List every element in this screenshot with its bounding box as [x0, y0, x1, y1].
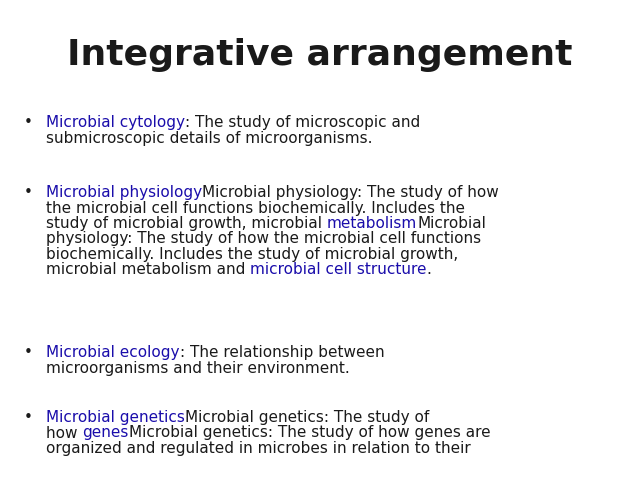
Text: microbial cell structure: microbial cell structure	[250, 263, 427, 277]
Text: •: •	[24, 345, 33, 360]
Text: microorganisms and their environment.: microorganisms and their environment.	[46, 360, 349, 375]
Text: the microbial cell functions biochemically. Includes the: the microbial cell functions biochemical…	[46, 201, 465, 216]
Text: metabolism: metabolism	[327, 216, 417, 231]
Text: biochemically. Includes the study of microbial growth,: biochemically. Includes the study of mic…	[46, 247, 458, 262]
Text: : The relationship between: : The relationship between	[179, 345, 384, 360]
Text: Microbial: Microbial	[417, 216, 486, 231]
Text: Microbial genetics: The study of how genes are: Microbial genetics: The study of how gen…	[129, 425, 490, 441]
Text: •: •	[24, 115, 33, 130]
Text: Microbial physiology: The study of how: Microbial physiology: The study of how	[202, 185, 499, 200]
Text: Integrative arrangement: Integrative arrangement	[67, 38, 573, 72]
Text: genes: genes	[83, 425, 129, 441]
Text: study of microbial growth, microbial: study of microbial growth, microbial	[46, 216, 327, 231]
Text: •: •	[24, 410, 33, 425]
Text: Microbial ecology: Microbial ecology	[46, 345, 179, 360]
Text: Microbial cytology: Microbial cytology	[46, 115, 185, 130]
Text: Microbial physiology: Microbial physiology	[46, 185, 202, 200]
Text: .: .	[427, 263, 431, 277]
Text: organized and regulated in microbes in relation to their: organized and regulated in microbes in r…	[46, 441, 471, 456]
Text: Microbial genetics: The study of: Microbial genetics: The study of	[185, 410, 429, 425]
Text: microbial metabolism and: microbial metabolism and	[46, 263, 250, 277]
Text: physiology: The study of how the microbial cell functions: physiology: The study of how the microbi…	[46, 231, 481, 247]
Text: Microbial genetics: Microbial genetics	[46, 410, 185, 425]
Text: : The study of microscopic and: : The study of microscopic and	[185, 115, 420, 130]
Text: submicroscopic details of microorganisms.: submicroscopic details of microorganisms…	[46, 131, 372, 145]
Text: •: •	[24, 185, 33, 200]
Text: how: how	[46, 425, 83, 441]
